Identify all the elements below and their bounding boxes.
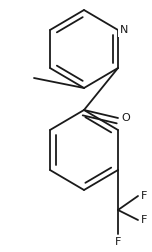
Text: F: F [141,215,147,225]
Text: F: F [141,191,147,201]
Text: N: N [120,25,128,35]
Text: F: F [115,237,121,247]
Text: O: O [122,113,130,123]
